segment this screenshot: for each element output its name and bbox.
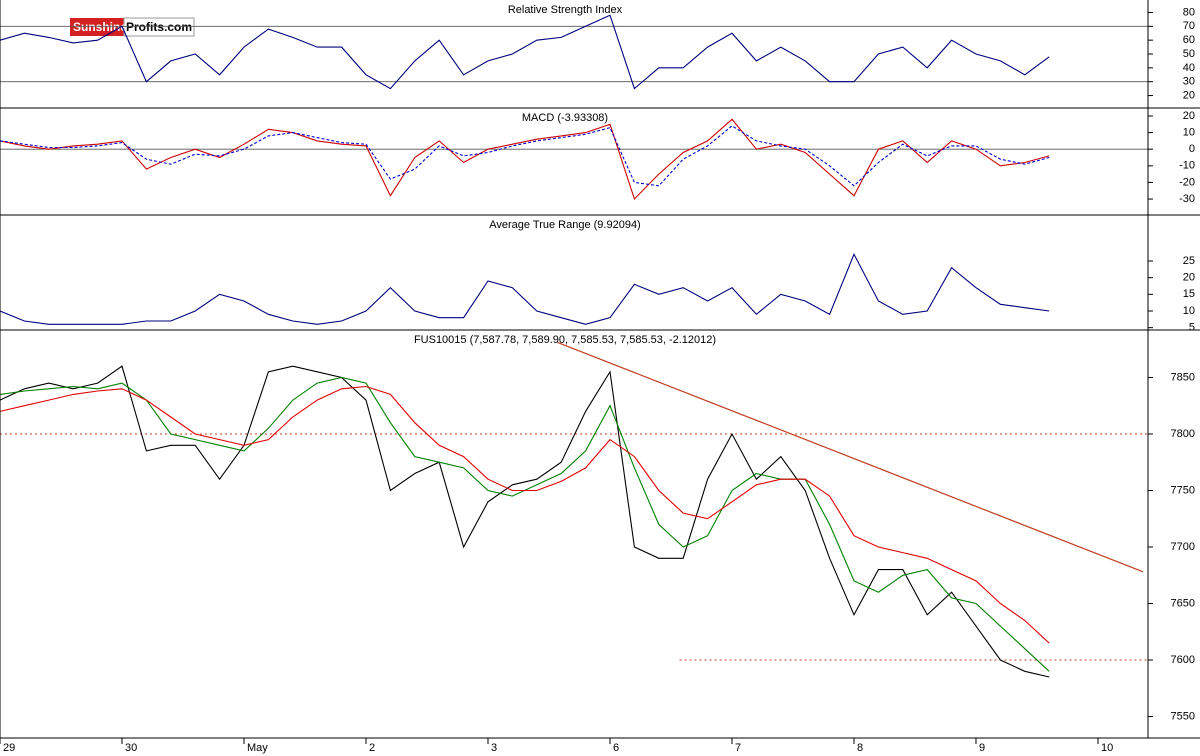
y-tick-label: -20 xyxy=(1179,176,1195,188)
y-tick-label: 70 xyxy=(1183,20,1195,32)
x-tick-label: May xyxy=(247,742,268,754)
logo-text: Profits.com xyxy=(126,20,192,34)
panel-title: MACD (-3.93308) xyxy=(522,112,608,124)
y-tick-label: 0 xyxy=(1189,143,1195,155)
y-tick-label: -30 xyxy=(1179,193,1195,205)
trend-line xyxy=(557,341,1144,573)
x-tick-label: 8 xyxy=(857,742,863,754)
y-tick-label: 30 xyxy=(1183,76,1195,88)
series-line xyxy=(0,125,1050,187)
logo-box-2 xyxy=(123,17,195,37)
y-tick-label: 40 xyxy=(1183,62,1195,74)
y-tick-label: 10 xyxy=(1183,126,1195,138)
y-tick-label: 10 xyxy=(1183,305,1195,317)
y-tick-label: 50 xyxy=(1183,48,1195,60)
series-line xyxy=(0,252,1050,325)
series-line xyxy=(0,365,1050,678)
y-tick-label: 5 xyxy=(1189,322,1195,334)
panel-title: FUS10015 (7,587.78, 7,589.90, 7,585.53, … xyxy=(414,334,716,346)
y-tick-label: 7650 xyxy=(1171,597,1195,609)
panel-title: Average True Range (9.92094) xyxy=(489,219,640,231)
y-tick-label: 7800 xyxy=(1171,428,1195,440)
x-tick-label: 2 xyxy=(369,742,375,754)
y-tick-label: 7750 xyxy=(1171,484,1195,496)
x-tick-label: 3 xyxy=(491,742,497,754)
y-tick-label: 7850 xyxy=(1171,371,1195,383)
y-tick-label: 20 xyxy=(1183,89,1195,101)
y-tick-label: 7550 xyxy=(1171,710,1195,722)
series-line xyxy=(0,118,1050,201)
x-tick-label: 9 xyxy=(979,742,985,754)
x-tick-label: 29 xyxy=(3,742,15,754)
y-tick-label: 15 xyxy=(1183,288,1195,300)
x-tick-label: 7 xyxy=(735,742,741,754)
x-tick-label: 6 xyxy=(613,742,619,754)
y-tick-label: 60 xyxy=(1183,34,1195,46)
x-tick-label: 10 xyxy=(1101,742,1113,754)
y-tick-label: 7600 xyxy=(1171,654,1195,666)
panel-title: Relative Strength Index xyxy=(508,4,623,16)
logo-box xyxy=(70,18,124,36)
y-tick-label: -10 xyxy=(1179,160,1195,172)
series-line xyxy=(0,14,1050,90)
y-tick-label: 80 xyxy=(1183,6,1195,18)
y-tick-label: 20 xyxy=(1183,110,1195,122)
y-tick-label: 20 xyxy=(1183,272,1195,284)
y-tick-label: 7700 xyxy=(1171,541,1195,553)
series-line xyxy=(0,385,1050,644)
x-tick-label: 30 xyxy=(125,742,137,754)
logo-text: Sunshine xyxy=(73,20,127,34)
y-tick-label: 25 xyxy=(1183,255,1195,267)
